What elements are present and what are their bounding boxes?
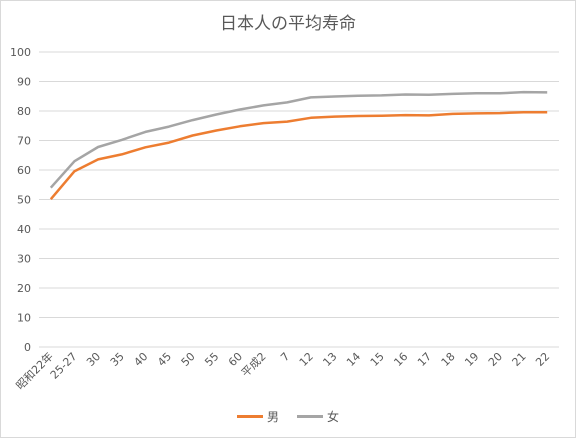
legend-item: 女 [297,408,339,425]
x-tick-label: 55 [202,350,221,369]
x-tick-label: 35 [108,350,127,369]
y-tick-label: 90 [17,76,31,89]
y-tick-label: 80 [17,105,31,118]
y-tick-label: 40 [17,223,31,236]
x-tick-label: 25-27 [48,350,80,382]
legend: 男女 [1,408,575,425]
x-tick-label: 18 [439,350,458,369]
legend-label: 女 [327,410,340,424]
x-tick-label: 22 [533,350,552,369]
legend-swatch [297,415,323,418]
legend-item: 男 [236,408,279,425]
x-tick-label: 50 [179,350,198,369]
x-tick-label: 20 [486,350,505,369]
x-tick-label: 45 [155,350,174,369]
x-tick-label: 12 [297,350,316,369]
y-tick-label: 30 [17,253,31,266]
x-tick-label: 40 [131,350,150,369]
chart-title: 日本人の平均寿命 [220,14,356,34]
x-tick-label: 15 [368,350,387,369]
y-tick-label: 10 [17,312,31,325]
x-tick-label: 7 [278,350,292,364]
y-tick-label: 70 [17,135,31,148]
y-tick-label: 0 [24,341,31,354]
legend-swatch [236,415,263,418]
x-tick-label: 16 [391,350,410,369]
x-tick-label: 19 [462,350,481,369]
x-tick-label: 13 [320,350,339,369]
y-tick-label: 60 [17,164,31,177]
legend-label: 男 [266,410,279,424]
x-tick-label: 平成2 [239,350,269,380]
x-tick-label: 30 [84,350,103,369]
y-tick-label: 100 [10,46,31,59]
x-tick-label: 17 [415,350,434,369]
x-tick-label: 21 [510,350,529,369]
series-line-1 [49,110,548,201]
series-line-2 [49,90,548,189]
y-tick-label: 20 [17,282,31,295]
x-tick-label: 14 [344,350,363,369]
y-tick-label: 50 [17,194,31,207]
